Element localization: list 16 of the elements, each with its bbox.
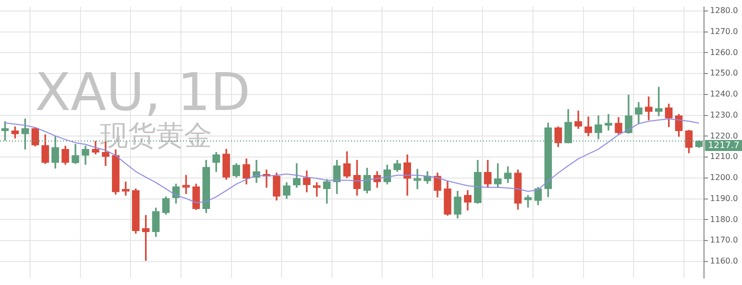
y-tick-label: 1280.0 (710, 6, 738, 16)
y-tick-label: 1180.0 (710, 214, 738, 224)
y-tick-label: 1250.0 (710, 68, 738, 78)
y-tick-label: 1260.0 (710, 48, 738, 57)
y-tick-label: 1230.0 (710, 110, 738, 120)
y-tick-label: 1200.0 (710, 173, 738, 182)
y-tick-label: 1270.0 (710, 26, 738, 36)
y-tick-label: 1190.0 (710, 194, 738, 203)
candlestick (1, 121, 9, 141)
y-tick-label: 1220.0 (710, 131, 738, 140)
candlestick (524, 194, 532, 208)
y-tick-label: 1210.0 (710, 152, 738, 162)
y-tick-label: 1160.0 (710, 256, 738, 266)
y-tick-label: 1170.0 (710, 236, 738, 245)
y-tick-label: 1240.0 (710, 90, 738, 99)
ref-line-label: 1217.7 (708, 140, 740, 151)
